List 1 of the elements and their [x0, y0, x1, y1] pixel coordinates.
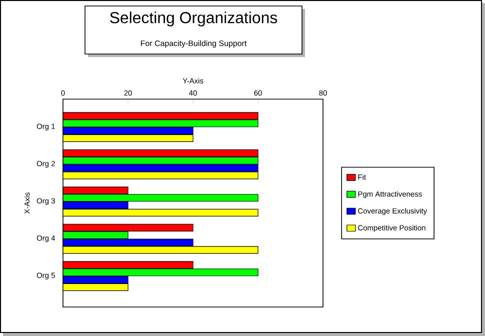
chart-title: Selecting Organizations: [110, 12, 278, 26]
